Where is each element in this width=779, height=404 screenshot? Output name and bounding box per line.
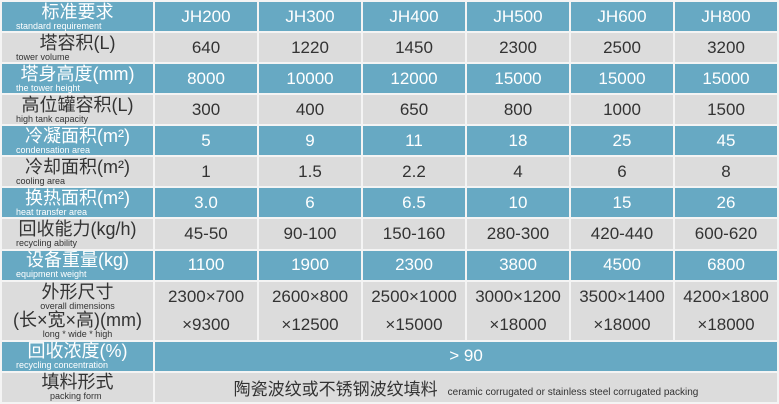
cell-value: 12000 [361, 62, 467, 96]
cell-value: 2300 [465, 31, 571, 65]
cell-value: 2300×700 ×9300 [153, 279, 259, 342]
cell-value: 3000×1200 ×18000 [465, 279, 571, 342]
packing-row: 填料形式 packing form 陶瓷波纹或不锈钢波纹填料 ceramic cor… [0, 370, 779, 404]
table-row: 冷凝面积(m²) condensation area 5 9 11 18 25 45 [0, 124, 779, 158]
cell-value: 2.2 [361, 155, 467, 189]
row-label: 换热面积(m²) heat transfer area [0, 186, 155, 220]
cell-value: 1.5 [257, 155, 363, 189]
cell-value: 2600×800 ×12500 [257, 279, 363, 342]
cell-value: 8 [673, 155, 779, 189]
cell-value: > 90 [153, 339, 779, 373]
row-label: 冷凝面积(m²) condensation area [0, 124, 155, 158]
cell-value: 11 [361, 124, 467, 158]
cell-value: 15000 [465, 62, 571, 96]
cell-value: 18 [465, 124, 571, 158]
row-label: 冷却面积(m²) cooling area [0, 155, 155, 189]
cell-value: 8000 [153, 62, 259, 96]
model-header: JH400 [361, 0, 467, 34]
model-header: JH800 [673, 0, 779, 34]
table-row: 换热面积(m²) heat transfer area 3.0 6 6.5 10 15 26 [0, 186, 779, 220]
cell-value: 5 [153, 124, 259, 158]
cell-value: 3800 [465, 248, 571, 282]
row-label: 回收能力(kg/h) recycling ability [0, 217, 155, 251]
table-row: 设备重量(kg) equipment weight 1100 1900 2300 3800… [0, 248, 779, 282]
cell-value: 陶瓷波纹或不锈钢波纹填料 ceramic corrugated or stainl… [153, 370, 779, 404]
cell-value: 650 [361, 93, 467, 127]
cell-value: 6.5 [361, 186, 467, 220]
header-row: 标准要求 standard requirement JH200 JH300 JH4… [0, 0, 779, 34]
cell-value: 2300 [361, 248, 467, 282]
cell-value: 1500 [673, 93, 779, 127]
cell-value: 1450 [361, 31, 467, 65]
cell-value: 15000 [673, 62, 779, 96]
cell-value: 15000 [569, 62, 675, 96]
cell-value: 4500 [569, 248, 675, 282]
model-header: JH300 [257, 0, 363, 34]
cell-value: 6 [257, 186, 363, 220]
model-header: JH500 [465, 0, 571, 34]
cell-value: 150-160 [361, 217, 467, 251]
cell-value: 15 [569, 186, 675, 220]
cell-value: 2500×1000 ×15000 [361, 279, 467, 342]
cell-value: 2500 [569, 31, 675, 65]
table-row: 塔身高度(mm) the tower height 8000 10000 12000 15… [0, 62, 779, 96]
cell-value: 45 [673, 124, 779, 158]
concentration-row: 回收浓度(%) recycling concentration > 90 [0, 339, 779, 373]
cell-value: 3200 [673, 31, 779, 65]
cell-value: 10 [465, 186, 571, 220]
row-label: 设备重量(kg) equipment weight [0, 248, 155, 282]
cell-value: 1000 [569, 93, 675, 127]
cell-value: 600-620 [673, 217, 779, 251]
row-label: 高位罐容积(L) high tank capacity [0, 93, 155, 127]
table-row: 回收能力(kg/h) recycling ability 45-50 90-100 15… [0, 217, 779, 251]
cell-value: 26 [673, 186, 779, 220]
model-header: JH600 [569, 0, 675, 34]
cell-value: 400 [257, 93, 363, 127]
row-label: 外形尺寸 overall dimensions (长×宽×高)(mm) long * … [0, 279, 155, 342]
dimensions-row: 外形尺寸 overall dimensions (长×宽×高)(mm) long * … [0, 279, 779, 342]
cell-value: 3500×1400 ×18000 [569, 279, 675, 342]
cell-value: 6 [569, 155, 675, 189]
cell-value: 1900 [257, 248, 363, 282]
cell-value: 640 [153, 31, 259, 65]
table-row: 高位罐容积(L) high tank capacity 300 400 650 800 10… [0, 93, 779, 127]
cell-value: 1220 [257, 31, 363, 65]
cell-value: 300 [153, 93, 259, 127]
cell-value: 420-440 [569, 217, 675, 251]
cell-value: 1 [153, 155, 259, 189]
row-label: 塔身高度(mm) the tower height [0, 62, 155, 96]
cell-value: 25 [569, 124, 675, 158]
table-row: 冷却面积(m²) cooling area 1 1.5 2.2 4 6 8 [0, 155, 779, 189]
cell-value: 1100 [153, 248, 259, 282]
cell-value: 9 [257, 124, 363, 158]
row-label: 填料形式 packing form [0, 370, 155, 404]
model-header: JH200 [153, 0, 259, 34]
row-label: 回收浓度(%) recycling concentration [0, 339, 155, 373]
cell-value: 3.0 [153, 186, 259, 220]
table-row: 塔容积(L) tower volume 640 1220 1450 2300 2500 320… [0, 31, 779, 65]
cell-value: 90-100 [257, 217, 363, 251]
cell-value: 10000 [257, 62, 363, 96]
cell-value: 280-300 [465, 217, 571, 251]
cell-value: 800 [465, 93, 571, 127]
cell-value: 45-50 [153, 217, 259, 251]
cell-value: 6800 [673, 248, 779, 282]
header-label: 标准要求 standard requirement [0, 0, 155, 34]
row-label: 塔容积(L) tower volume [0, 31, 155, 65]
cell-value: 4 [465, 155, 571, 189]
cell-value: 4200×1800 ×18000 [673, 279, 779, 342]
